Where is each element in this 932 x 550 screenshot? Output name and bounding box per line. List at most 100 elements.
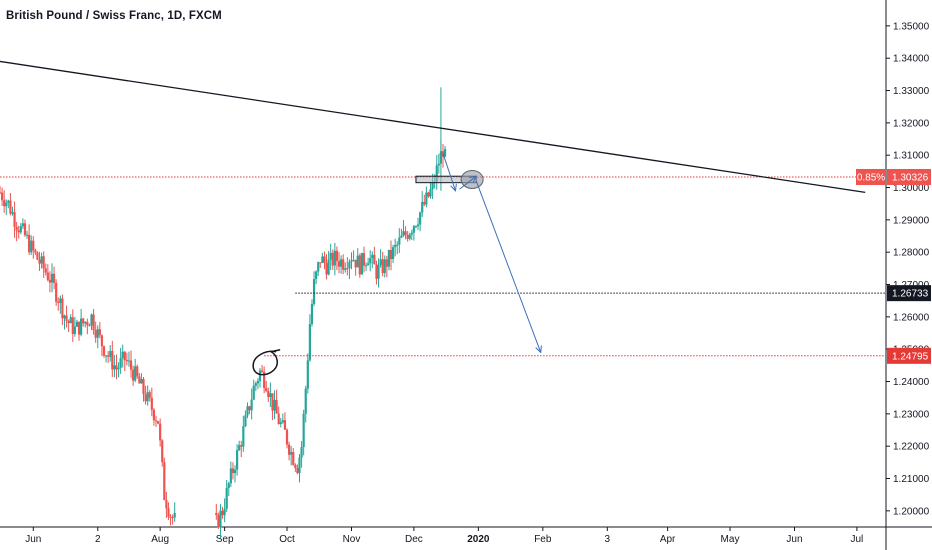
candle-body bbox=[102, 346, 106, 356]
candle-body bbox=[337, 261, 341, 267]
candle-body bbox=[138, 376, 141, 384]
candle-body bbox=[273, 399, 276, 411]
candle-body bbox=[312, 279, 316, 304]
price-tag-prefix: 0.85% bbox=[857, 172, 885, 183]
candle-body bbox=[52, 273, 56, 283]
candle-body bbox=[404, 231, 407, 235]
candle-body bbox=[400, 235, 403, 238]
candle-body bbox=[331, 252, 334, 266]
candle-body bbox=[107, 355, 110, 357]
candle-body bbox=[387, 249, 391, 267]
candle-body bbox=[410, 232, 413, 235]
candle-body bbox=[140, 379, 143, 384]
candle-body bbox=[360, 253, 363, 275]
y-tick-label: 1.24000 bbox=[893, 377, 930, 388]
x-tick-label: 2020 bbox=[467, 534, 490, 545]
candle-body bbox=[30, 240, 33, 253]
arrow-head bbox=[535, 345, 542, 354]
x-tick-label: Aug bbox=[151, 534, 169, 545]
candle-body bbox=[0, 192, 2, 194]
y-tick-label: 1.32000 bbox=[893, 118, 930, 129]
candle-body bbox=[300, 446, 303, 458]
candle-body bbox=[127, 360, 131, 362]
candle-body bbox=[435, 165, 438, 182]
x-tick-label: Jun bbox=[786, 534, 802, 545]
candle-body bbox=[431, 181, 434, 190]
candle-body bbox=[82, 318, 85, 324]
candle-body bbox=[55, 282, 58, 302]
candle-body bbox=[385, 259, 388, 267]
candle-body bbox=[317, 262, 320, 272]
candle-body bbox=[19, 226, 22, 233]
candle-body bbox=[144, 394, 147, 402]
candle-body bbox=[148, 392, 151, 398]
candle-body bbox=[5, 202, 8, 207]
candle-body bbox=[219, 510, 222, 528]
candle-body bbox=[159, 423, 162, 441]
candle-body bbox=[121, 351, 124, 359]
x-tick-label: Oct bbox=[279, 534, 295, 545]
candle-body bbox=[352, 259, 355, 261]
candle-body bbox=[165, 500, 168, 509]
candle-body bbox=[21, 223, 24, 227]
y-tick-label: 1.28000 bbox=[893, 248, 930, 259]
candle-body bbox=[73, 326, 76, 335]
y-tick-label: 1.21000 bbox=[893, 474, 930, 485]
candle-body bbox=[335, 250, 339, 262]
candle-body bbox=[398, 237, 401, 245]
candle-body bbox=[443, 149, 447, 157]
candle-body bbox=[425, 192, 428, 205]
candle-body bbox=[308, 324, 311, 361]
y-tick-label: 1.33000 bbox=[893, 86, 930, 97]
candle-body bbox=[38, 259, 41, 264]
candle-body bbox=[389, 249, 393, 260]
candle-body bbox=[119, 358, 122, 368]
candles bbox=[0, 140, 447, 539]
candle-body bbox=[358, 255, 361, 275]
candle-body bbox=[285, 429, 289, 445]
candle-body bbox=[23, 223, 27, 236]
trendline bbox=[0, 60, 866, 194]
candle-body bbox=[104, 355, 108, 357]
candle-body bbox=[344, 268, 347, 270]
candle-body bbox=[134, 366, 137, 381]
candle-body bbox=[290, 452, 293, 455]
candle-body bbox=[323, 256, 326, 264]
candle-body bbox=[154, 420, 158, 422]
candle-body bbox=[36, 252, 39, 260]
candle-body bbox=[152, 409, 156, 421]
x-tick-label: Sep bbox=[216, 534, 234, 545]
x-tick-label: May bbox=[721, 534, 740, 545]
candle-body bbox=[113, 365, 116, 370]
candle-body bbox=[367, 263, 370, 266]
candle-body bbox=[173, 513, 176, 518]
candle-body bbox=[319, 262, 322, 264]
candle-body bbox=[364, 265, 368, 267]
candle-body bbox=[419, 212, 422, 225]
price-tag-label: 1.24795 bbox=[892, 351, 929, 362]
y-tick-label: 1.26000 bbox=[893, 312, 930, 323]
candle-body bbox=[235, 450, 239, 470]
candle-body bbox=[329, 252, 332, 260]
x-tick-label: 2 bbox=[95, 534, 101, 545]
x-tick-label: Feb bbox=[534, 534, 552, 545]
candle-body bbox=[381, 259, 384, 274]
candle-body bbox=[408, 234, 411, 239]
candle-body bbox=[233, 469, 237, 474]
candle-body bbox=[412, 226, 415, 233]
candle-body bbox=[416, 224, 420, 227]
candle-body bbox=[167, 508, 170, 517]
candle-body bbox=[348, 261, 351, 269]
candle-body bbox=[421, 201, 424, 213]
candle-body bbox=[333, 250, 336, 266]
candle-body bbox=[132, 369, 135, 381]
candle-body bbox=[94, 330, 97, 338]
candle-body bbox=[267, 391, 270, 398]
candle-body bbox=[111, 351, 114, 370]
candle-body bbox=[69, 317, 72, 324]
candle-body bbox=[163, 462, 166, 501]
candle-body bbox=[57, 301, 60, 303]
price-tag-bg bbox=[887, 347, 931, 364]
x-tick-label: Jun bbox=[25, 534, 41, 545]
